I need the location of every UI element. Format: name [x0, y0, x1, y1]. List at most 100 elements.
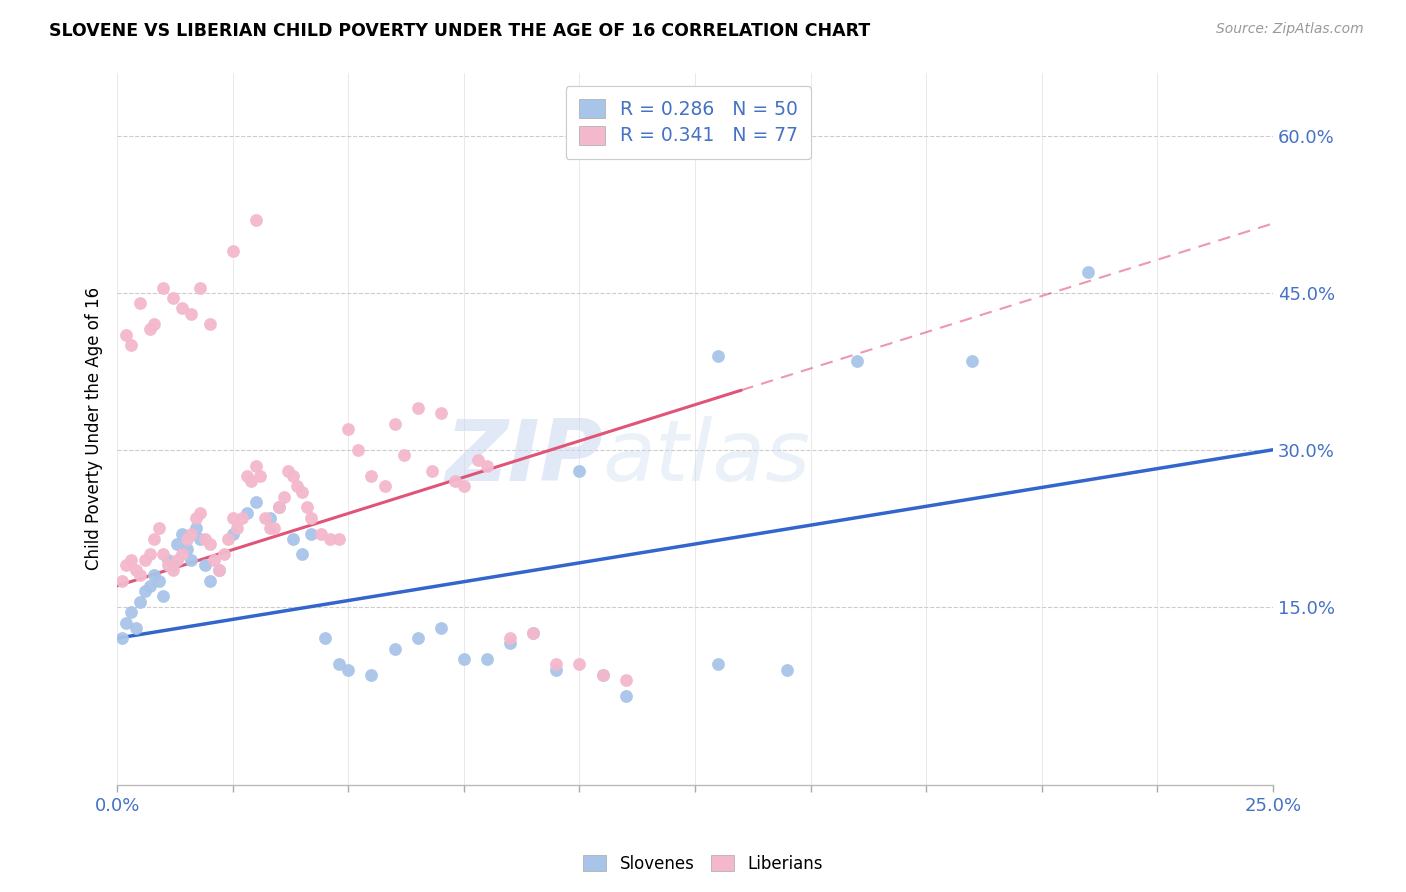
Point	[124, 563, 146, 577]
Point	[263, 521, 285, 535]
Legend: R = 0.286   N = 50, R = 0.341   N = 77: R = 0.286 N = 50, R = 0.341 N = 77	[565, 86, 811, 159]
Point	[129, 568, 152, 582]
Point	[245, 458, 267, 473]
Point	[129, 594, 152, 608]
Point	[190, 506, 212, 520]
Legend: Slovenes, Liberians: Slovenes, Liberians	[576, 848, 830, 880]
Point	[299, 511, 322, 525]
Point	[522, 626, 544, 640]
Point	[384, 641, 406, 656]
Point	[546, 663, 568, 677]
Point	[453, 479, 475, 493]
Point	[143, 317, 166, 331]
Point	[245, 212, 267, 227]
Y-axis label: Child Poverty Under the Age of 16: Child Poverty Under the Age of 16	[86, 287, 103, 570]
Point	[115, 558, 138, 572]
Point	[420, 464, 443, 478]
Point	[180, 552, 202, 566]
Point	[707, 657, 730, 672]
Point	[162, 558, 184, 572]
Point	[568, 464, 591, 478]
Point	[184, 521, 207, 535]
Point	[180, 307, 202, 321]
Point	[295, 500, 318, 515]
Point	[406, 401, 429, 415]
Point	[157, 558, 180, 572]
Point	[111, 574, 134, 588]
Point	[180, 526, 202, 541]
Point	[249, 469, 271, 483]
Text: atlas: atlas	[603, 416, 810, 499]
Point	[226, 521, 249, 535]
Point	[614, 689, 637, 703]
Point	[360, 469, 382, 483]
Point	[222, 244, 245, 258]
Point	[281, 469, 304, 483]
Point	[592, 668, 614, 682]
Point	[176, 542, 198, 557]
Point	[392, 448, 415, 462]
Point	[328, 532, 350, 546]
Point	[592, 668, 614, 682]
Point	[143, 532, 166, 546]
Point	[406, 631, 429, 645]
Point	[162, 291, 184, 305]
Point	[267, 500, 290, 515]
Point	[299, 526, 322, 541]
Point	[546, 657, 568, 672]
Point	[235, 506, 257, 520]
Text: SLOVENE VS LIBERIAN CHILD POVERTY UNDER THE AGE OF 16 CORRELATION CHART: SLOVENE VS LIBERIAN CHILD POVERTY UNDER …	[49, 22, 870, 40]
Point	[235, 469, 257, 483]
Point	[707, 349, 730, 363]
Point	[328, 657, 350, 672]
Point	[259, 511, 281, 525]
Point	[314, 631, 336, 645]
Point	[170, 548, 193, 562]
Point	[384, 417, 406, 431]
Point	[166, 537, 188, 551]
Point	[776, 663, 799, 677]
Text: ZIP: ZIP	[444, 416, 603, 499]
Point	[111, 631, 134, 645]
Point	[287, 479, 309, 493]
Point	[429, 406, 451, 420]
Point	[281, 532, 304, 546]
Point	[202, 552, 225, 566]
Point	[208, 563, 231, 577]
Point	[198, 537, 221, 551]
Point	[120, 338, 142, 352]
Point	[134, 584, 156, 599]
Point	[115, 615, 138, 630]
Point	[212, 548, 235, 562]
Point	[1077, 265, 1099, 279]
Point	[346, 442, 368, 457]
Point	[217, 532, 239, 546]
Point	[453, 652, 475, 666]
Point	[499, 636, 522, 650]
Point	[143, 568, 166, 582]
Point	[245, 495, 267, 509]
Point	[240, 474, 263, 488]
Point	[152, 590, 174, 604]
Point	[360, 668, 382, 682]
Point	[273, 490, 295, 504]
Point	[124, 621, 146, 635]
Text: Source: ZipAtlas.com: Source: ZipAtlas.com	[1216, 22, 1364, 37]
Point	[170, 526, 193, 541]
Point	[309, 526, 332, 541]
Point	[522, 626, 544, 640]
Point	[222, 511, 245, 525]
Point	[319, 532, 342, 546]
Point	[152, 548, 174, 562]
Point	[190, 532, 212, 546]
Point	[291, 484, 314, 499]
Point	[138, 322, 160, 336]
Point	[222, 526, 245, 541]
Point	[337, 663, 360, 677]
Point	[267, 500, 290, 515]
Point	[254, 511, 277, 525]
Point	[129, 296, 152, 310]
Point	[166, 552, 188, 566]
Point	[231, 511, 253, 525]
Point	[277, 464, 299, 478]
